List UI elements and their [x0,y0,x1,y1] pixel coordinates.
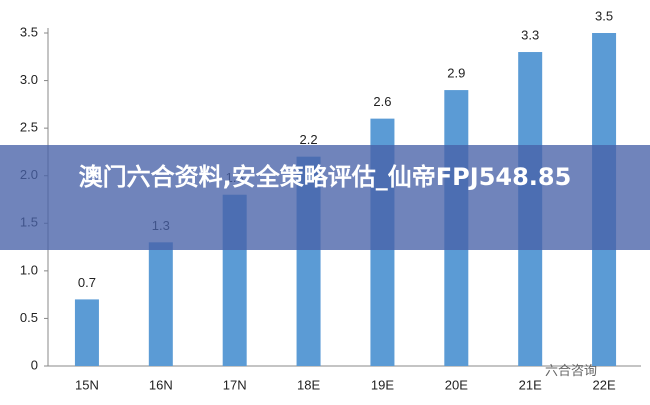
x-tick-label: 22E [592,377,615,392]
x-tick-label: 21E [519,377,542,392]
data-label: 3.5 [595,8,613,23]
y-tick-label: 1.0 [20,262,38,277]
y-tick-label: 0.5 [20,310,38,325]
x-tick-label: 16N [149,377,173,392]
y-tick-label: 0 [31,357,38,372]
bar [148,242,173,366]
x-tick-label: 19E [371,377,394,392]
x-tick-label: 15N [75,377,99,392]
data-label: 2.9 [447,66,465,81]
watermark: 六合咨询 [545,364,598,379]
data-label: 2.6 [373,94,391,109]
y-tick-label: 2.5 [20,120,38,135]
data-label: 0.7 [78,275,96,290]
x-tick-label: 20E [445,377,468,392]
banner: 澳门六合资料,安全策略评估_仙帝FPJ548.85 [0,145,650,250]
bar [74,299,99,366]
y-tick-label: 3.5 [20,24,38,39]
y-tick-label: 3.0 [20,72,38,87]
x-tick-label: 18E [297,377,320,392]
data-label: 3.3 [521,27,539,42]
data-label: 2.2 [300,132,318,147]
x-tick-label: 17N [223,377,247,392]
